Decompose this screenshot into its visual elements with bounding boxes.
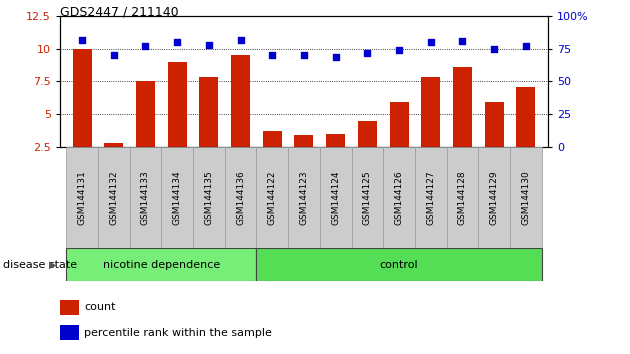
- Text: disease state: disease state: [3, 259, 77, 270]
- Text: GSM144128: GSM144128: [458, 170, 467, 225]
- Bar: [60, 300, 79, 315]
- Text: GSM144124: GSM144124: [331, 170, 340, 224]
- Text: GSM144133: GSM144133: [141, 170, 150, 225]
- Bar: [383, 147, 415, 248]
- Bar: [415, 147, 447, 248]
- Text: GSM144134: GSM144134: [173, 170, 181, 225]
- Point: [140, 43, 151, 49]
- Text: GSM144131: GSM144131: [77, 170, 86, 225]
- Bar: [130, 147, 161, 248]
- Text: ▶: ▶: [49, 259, 56, 270]
- Text: GSM144125: GSM144125: [363, 170, 372, 225]
- Bar: [199, 78, 219, 147]
- Point: [204, 42, 214, 47]
- Point: [457, 38, 467, 44]
- Bar: [294, 135, 314, 147]
- Bar: [66, 147, 98, 248]
- Bar: [98, 147, 130, 248]
- Bar: [352, 147, 383, 248]
- Bar: [288, 147, 320, 248]
- Bar: [168, 62, 186, 147]
- Text: control: control: [380, 259, 418, 270]
- Bar: [256, 147, 288, 248]
- Text: GSM144123: GSM144123: [299, 170, 309, 225]
- Bar: [256, 248, 542, 281]
- Text: GSM144126: GSM144126: [394, 170, 404, 225]
- Bar: [104, 143, 123, 147]
- Text: GSM144127: GSM144127: [427, 170, 435, 225]
- Text: GDS2447 / 211140: GDS2447 / 211140: [60, 5, 178, 18]
- Bar: [60, 325, 79, 340]
- Bar: [358, 121, 377, 147]
- Point: [521, 43, 531, 49]
- Bar: [517, 87, 536, 147]
- Bar: [484, 102, 504, 147]
- Text: GSM144136: GSM144136: [236, 170, 245, 225]
- Bar: [510, 147, 542, 248]
- Bar: [193, 147, 225, 248]
- Text: percentile rank within the sample: percentile rank within the sample: [84, 328, 272, 338]
- Text: GSM144129: GSM144129: [490, 170, 499, 225]
- Point: [426, 39, 436, 45]
- Text: nicotine dependence: nicotine dependence: [103, 259, 220, 270]
- Bar: [421, 78, 440, 147]
- Bar: [231, 55, 250, 147]
- Bar: [447, 147, 478, 248]
- Bar: [136, 81, 155, 147]
- Point: [172, 39, 182, 45]
- Bar: [225, 147, 256, 248]
- Text: GSM144135: GSM144135: [204, 170, 214, 225]
- Text: GSM144130: GSM144130: [522, 170, 530, 225]
- Bar: [478, 147, 510, 248]
- Point: [331, 54, 341, 59]
- Text: count: count: [84, 302, 116, 313]
- Bar: [453, 67, 472, 147]
- Bar: [66, 248, 256, 281]
- Text: GSM144122: GSM144122: [268, 170, 277, 224]
- Bar: [72, 48, 91, 147]
- Bar: [161, 147, 193, 248]
- Bar: [263, 131, 282, 147]
- Point: [77, 37, 87, 42]
- Point: [109, 52, 119, 58]
- Point: [362, 50, 372, 56]
- Bar: [320, 147, 352, 248]
- Point: [489, 46, 499, 51]
- Point: [299, 52, 309, 58]
- Bar: [326, 134, 345, 147]
- Point: [267, 52, 277, 58]
- Text: GSM144132: GSM144132: [109, 170, 118, 225]
- Bar: [389, 102, 409, 147]
- Point: [394, 47, 404, 53]
- Point: [236, 37, 246, 42]
